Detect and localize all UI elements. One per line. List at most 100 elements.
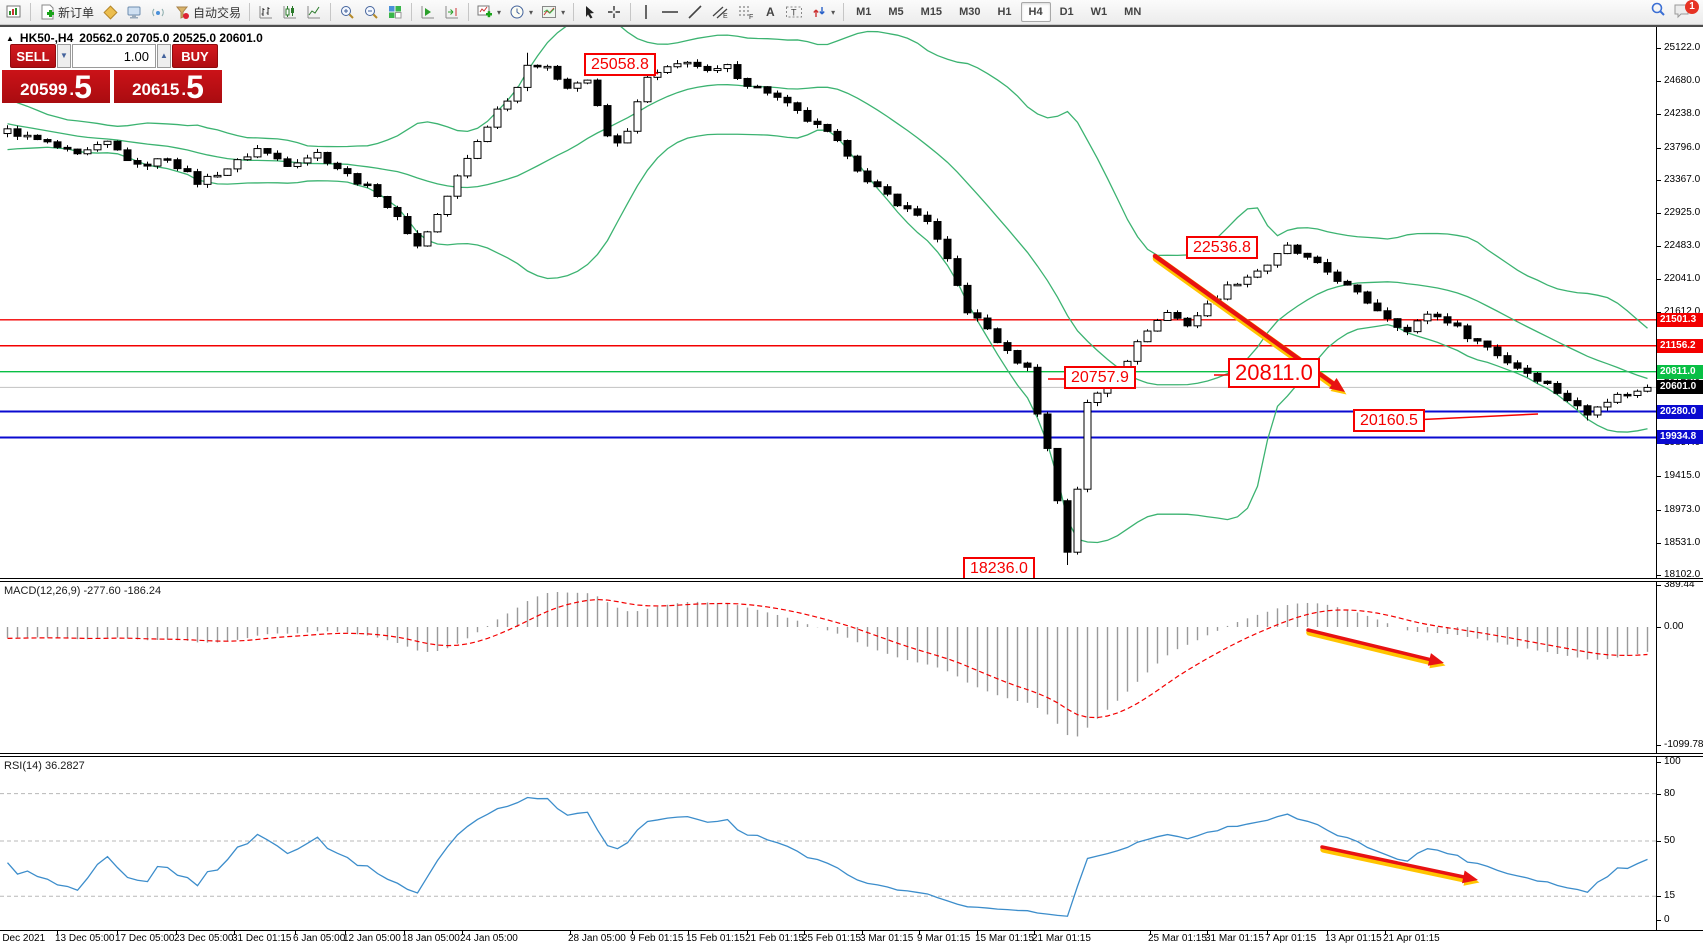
timeframe-button-MN[interactable]: MN — [1124, 6, 1142, 18]
macd-scale-tick — [1657, 627, 1661, 628]
zoom-in-button[interactable] — [335, 2, 359, 23]
timeframe-button-H1[interactable]: H1 — [997, 6, 1012, 18]
chart-window-icon[interactable] — [2, 2, 26, 23]
macd-indicator-label: MACD(12,26,9) -277.60 -186.24 — [4, 585, 162, 597]
buy-button[interactable]: BUY — [172, 44, 218, 68]
pane-splitter[interactable] — [0, 753, 1703, 757]
timeframe-button-W1[interactable]: W1 — [1090, 6, 1108, 18]
volume-input[interactable] — [72, 44, 156, 68]
tile-windows-button[interactable] — [383, 2, 407, 23]
rsi-pane[interactable]: RSI(14) 36.2827 — [0, 757, 1656, 930]
price-tick-label: 21612.0 — [1664, 305, 1701, 317]
text-button[interactable]: A — [759, 2, 781, 23]
timeframe-button-D1[interactable]: D1 — [1059, 6, 1074, 18]
time-tick — [1385, 931, 1386, 935]
trendline-button[interactable] — [683, 2, 707, 23]
zoom-out-button[interactable] — [359, 2, 383, 23]
search-icon[interactable] — [1649, 1, 1667, 24]
timeframe-button-M5[interactable]: M5 — [888, 6, 904, 18]
timeframe-button-M15[interactable]: M15 — [920, 6, 943, 18]
notifications-button[interactable]: 1 — [1673, 0, 1699, 22]
volume-increase-button[interactable]: ▲ — [157, 44, 171, 68]
trend-arrow-glow — [1306, 629, 1435, 666]
time-axis-label: 3 Mar 01:15 — [860, 933, 914, 944]
price-label-annotation[interactable]: 20757.9 — [1064, 366, 1136, 390]
vertical-line-button[interactable] — [635, 2, 657, 23]
arrows-objects-button[interactable]: ▾ — [807, 2, 839, 23]
macd-canvas — [6, 592, 1649, 737]
sell-button[interactable]: SELL — [10, 44, 56, 68]
price-label-annotation[interactable]: 20160.5 — [1353, 409, 1425, 433]
new-order-label: 新订单 — [58, 5, 95, 20]
timeframe-button-H4[interactable]: H4 — [1020, 2, 1051, 22]
auto-scroll-button[interactable] — [416, 2, 440, 23]
horizontal-line-button[interactable] — [657, 2, 683, 23]
time-tick — [295, 931, 296, 935]
sell-price-display[interactable]: 20599. 5 — [2, 70, 110, 103]
bar-chart-button[interactable] — [254, 2, 278, 23]
time-axis-label: 31 Mar 01:15 — [1205, 933, 1264, 944]
rsi-indicator-label: RSI(14) 36.2827 — [4, 760, 85, 772]
price-label-annotation[interactable]: 22536.8 — [1186, 236, 1258, 260]
autotrading-button[interactable]: 自动交易 — [170, 2, 245, 23]
crosshair-button[interactable] — [602, 2, 626, 23]
macd-scale-label: 389.44 — [1664, 579, 1695, 591]
candlestick-chart-button[interactable] — [278, 2, 302, 23]
text-label-button[interactable]: T — [781, 2, 807, 23]
trend-arrow-head — [1427, 653, 1444, 666]
bollinger-bands — [7, 27, 1648, 544]
price-tick-label: 23796.0 — [1664, 141, 1701, 153]
signals-button[interactable] — [146, 2, 170, 23]
rsi-line — [7, 796, 1648, 917]
time-axis-label: 31 Dec 01:15 — [232, 933, 292, 944]
time-axis-label: 25 Mar 01:15 — [1148, 933, 1207, 944]
price-tick — [1657, 476, 1661, 478]
autotrading-label: 自动交易 — [193, 5, 242, 20]
decimal-point: . — [69, 80, 75, 99]
macd-pane[interactable]: MACD(12,26,9) -277.60 -186.24 — [0, 582, 1656, 753]
fibonacci-button[interactable]: F — [733, 2, 759, 23]
trend-arrow — [1320, 845, 1466, 879]
periods-button[interactable]: ▾ — [505, 2, 537, 23]
pane-splitter[interactable] — [0, 578, 1703, 582]
price-tick — [1657, 575, 1661, 577]
indicators-button[interactable]: ▾ — [537, 2, 569, 23]
price-label-annotation[interactable]: 20811.0 — [1228, 358, 1320, 389]
timeframe-button-M30[interactable]: M30 — [959, 6, 981, 18]
time-tick — [804, 931, 805, 935]
price-axis[interactable]: 25122.0 24680.0 24238.0 23796.0 23367.0 22925… — [1656, 27, 1703, 930]
time-axis-label: 15 Mar 01:15 — [975, 933, 1034, 944]
main-chart-pane[interactable]: ▲ HK50-,H4 20562.0 20705.0 20525.0 20601… — [0, 27, 1656, 578]
chart-shift-button[interactable] — [440, 2, 464, 23]
time-axis-label: 13 Apr 01:15 — [1325, 933, 1382, 944]
collapse-panel-icon[interactable]: ▲ — [6, 33, 14, 43]
toolbar-separator — [468, 3, 470, 21]
time-tick — [345, 931, 346, 935]
timeframe-button-M1[interactable]: M1 — [856, 6, 872, 18]
price-label-annotation[interactable]: 18236.0 — [963, 557, 1035, 578]
timeframe-group: M1 M5 M15 M30 H1 H4 D1 W1 MN — [848, 2, 1149, 22]
time-tick — [1267, 931, 1268, 935]
cursor-button[interactable] — [578, 2, 602, 23]
rsi-scale-tick — [1657, 896, 1661, 898]
line-chart-button[interactable] — [302, 2, 326, 23]
new-order-button[interactable]: 新订单 — [35, 2, 98, 23]
time-axis-label: 6 Jan 05:00 — [293, 933, 346, 944]
buy-price-display[interactable]: 20615. 5 — [114, 70, 222, 103]
price-line-badge: 20601.0 — [1657, 380, 1703, 395]
chart-title: ▲ HK50-,H4 20562.0 20705.0 20525.0 20601… — [6, 31, 263, 45]
equidistant-channel-button[interactable]: E — [707, 2, 733, 23]
time-tick — [1327, 931, 1328, 935]
price-tick-label: 22041.0 — [1664, 273, 1701, 285]
volume-decrease-button[interactable]: ▼ — [57, 44, 71, 68]
price-tick — [1657, 48, 1661, 49]
time-axis-label: 9 Mar 01:15 — [917, 933, 971, 944]
svg-text:T: T — [791, 8, 797, 18]
price-label-annotation[interactable]: 25058.8 — [584, 53, 656, 77]
new-chart-button[interactable]: ▾ — [473, 2, 505, 23]
terminal-button[interactable] — [122, 2, 146, 23]
price-line-badge: 21156.2 — [1657, 338, 1703, 353]
trend-arrow-glow — [1320, 846, 1469, 883]
metaeditor-button[interactable] — [98, 2, 122, 23]
